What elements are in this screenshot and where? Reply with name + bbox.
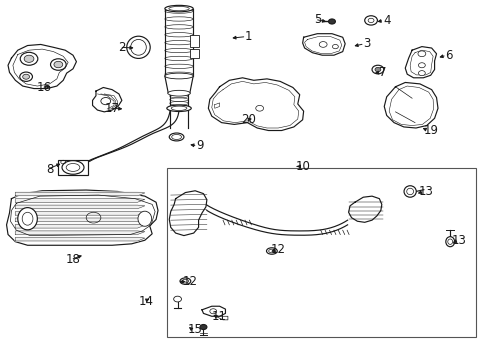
Ellipse shape bbox=[165, 73, 193, 79]
Circle shape bbox=[375, 67, 381, 72]
Ellipse shape bbox=[167, 105, 191, 112]
Polygon shape bbox=[13, 49, 68, 86]
Text: 20: 20 bbox=[242, 113, 256, 126]
Circle shape bbox=[200, 324, 207, 329]
Ellipse shape bbox=[267, 248, 277, 254]
Polygon shape bbox=[15, 212, 145, 215]
Ellipse shape bbox=[446, 237, 455, 247]
Ellipse shape bbox=[168, 90, 190, 96]
Polygon shape bbox=[215, 103, 220, 108]
Text: 12: 12 bbox=[183, 275, 198, 288]
Text: 5: 5 bbox=[314, 13, 321, 26]
Polygon shape bbox=[169, 191, 207, 235]
Polygon shape bbox=[303, 34, 345, 55]
Ellipse shape bbox=[180, 278, 191, 284]
Bar bbox=[58, 159, 88, 175]
Text: 4: 4 bbox=[383, 14, 391, 27]
Text: 1: 1 bbox=[245, 30, 253, 43]
Bar bbox=[190, 35, 198, 47]
Polygon shape bbox=[15, 192, 145, 196]
Circle shape bbox=[329, 19, 335, 24]
Ellipse shape bbox=[127, 36, 150, 58]
Polygon shape bbox=[216, 316, 228, 320]
Text: 13: 13 bbox=[452, 234, 466, 247]
Text: 11: 11 bbox=[212, 310, 227, 324]
Polygon shape bbox=[6, 190, 158, 245]
Circle shape bbox=[50, 59, 66, 70]
Polygon shape bbox=[405, 46, 437, 78]
Polygon shape bbox=[202, 306, 225, 316]
Ellipse shape bbox=[404, 186, 416, 197]
Text: 6: 6 bbox=[445, 49, 453, 62]
Text: 16: 16 bbox=[36, 81, 51, 94]
Ellipse shape bbox=[138, 211, 152, 226]
Circle shape bbox=[24, 55, 34, 62]
Polygon shape bbox=[15, 231, 145, 234]
Text: 10: 10 bbox=[295, 160, 310, 173]
Polygon shape bbox=[15, 205, 145, 209]
Bar bbox=[167, 168, 476, 337]
Polygon shape bbox=[93, 87, 122, 112]
Text: 17: 17 bbox=[104, 102, 120, 115]
Text: 7: 7 bbox=[379, 66, 387, 79]
Polygon shape bbox=[15, 199, 145, 202]
Text: 12: 12 bbox=[271, 243, 286, 256]
Circle shape bbox=[54, 61, 63, 68]
Ellipse shape bbox=[18, 208, 37, 230]
Circle shape bbox=[173, 296, 181, 302]
Circle shape bbox=[368, 18, 374, 23]
Text: 8: 8 bbox=[46, 163, 53, 176]
Polygon shape bbox=[15, 237, 145, 241]
Polygon shape bbox=[208, 78, 304, 131]
Polygon shape bbox=[384, 82, 438, 128]
Circle shape bbox=[418, 63, 425, 68]
Circle shape bbox=[20, 72, 32, 81]
Ellipse shape bbox=[169, 133, 184, 141]
Text: 14: 14 bbox=[139, 295, 154, 308]
Text: 19: 19 bbox=[423, 124, 438, 137]
Bar bbox=[190, 49, 198, 58]
Text: 2: 2 bbox=[118, 41, 125, 54]
Circle shape bbox=[101, 98, 111, 105]
Circle shape bbox=[372, 65, 384, 74]
Polygon shape bbox=[8, 44, 76, 89]
Polygon shape bbox=[15, 225, 145, 228]
Text: 18: 18 bbox=[66, 253, 80, 266]
Text: 3: 3 bbox=[364, 37, 371, 50]
Circle shape bbox=[418, 71, 425, 76]
Polygon shape bbox=[15, 218, 145, 222]
Text: 15: 15 bbox=[188, 323, 202, 336]
Circle shape bbox=[418, 51, 426, 57]
Circle shape bbox=[20, 52, 38, 65]
Text: 13: 13 bbox=[418, 185, 433, 198]
Text: 9: 9 bbox=[196, 139, 204, 152]
Circle shape bbox=[365, 16, 377, 25]
Polygon shape bbox=[348, 196, 382, 222]
Circle shape bbox=[23, 74, 29, 79]
Ellipse shape bbox=[62, 161, 84, 174]
Ellipse shape bbox=[165, 5, 193, 12]
